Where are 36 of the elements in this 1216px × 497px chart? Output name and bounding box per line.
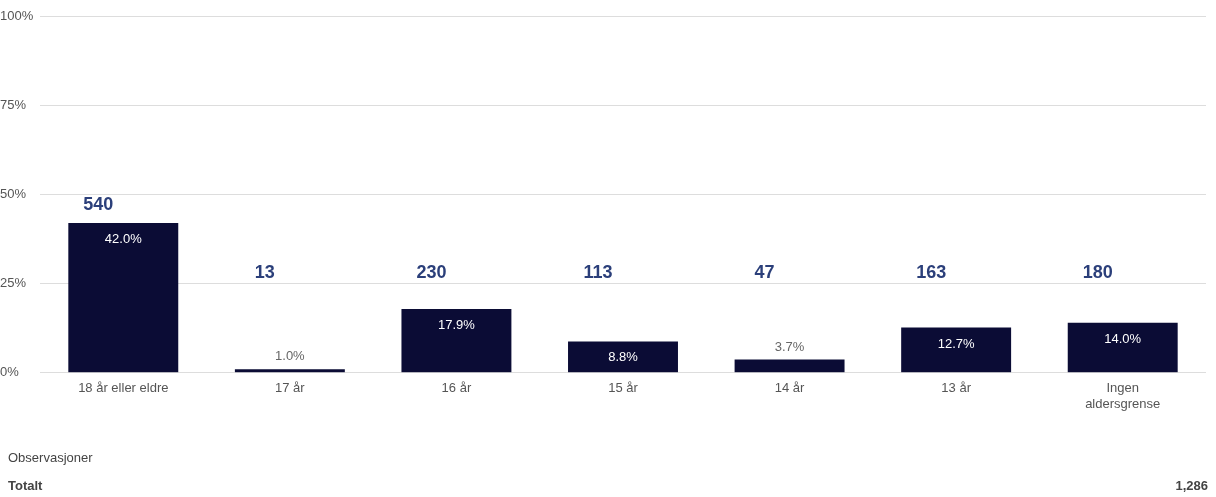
annotation: 113 (583, 261, 613, 282)
bar (401, 308, 512, 373)
bar (234, 369, 345, 373)
annotation: 13 (254, 261, 275, 282)
data-label: 3.7% (774, 338, 805, 354)
y-tick-label: 0% (0, 364, 20, 380)
data-label: 42.0% (104, 231, 143, 247)
x-tick-label: 15 år (608, 380, 639, 396)
text: Observasjoner (8, 450, 93, 465)
x-tick-label: 14 år (774, 380, 806, 396)
text: 1,286 (1175, 478, 1208, 493)
data-label: 12.7% (937, 335, 976, 351)
text: Totalt (8, 478, 43, 493)
y-tick-label: 25% (0, 275, 27, 291)
bar (68, 222, 179, 373)
bar (568, 341, 678, 373)
x-tick-label: 17 år (275, 380, 306, 396)
bar (901, 327, 1012, 373)
annotation: 163 (916, 261, 947, 282)
x-tick-label: 16 år (441, 380, 472, 396)
x-tick-label: Ingen aldersgrense (1085, 380, 1161, 411)
y-tick-label: 100% (0, 7, 34, 23)
annotation: 180 (1082, 261, 1113, 282)
data-label: 17.9% (437, 317, 476, 333)
y-tick-label: 75% (0, 96, 27, 112)
data-label: 1.0% (275, 348, 306, 364)
bar (1067, 322, 1178, 373)
data-label: 14.0% (1104, 330, 1142, 346)
annotation: 540 (83, 193, 114, 214)
x-tick-label: 13 år (941, 380, 972, 396)
y-tick-label: 50% (0, 185, 27, 201)
annotation: 230 (416, 261, 447, 282)
bar (734, 359, 845, 373)
x-tick-label: 18 år eller eldre (78, 380, 169, 396)
annotation: 47 (754, 261, 775, 282)
data-label: 8.8% (608, 349, 639, 365)
